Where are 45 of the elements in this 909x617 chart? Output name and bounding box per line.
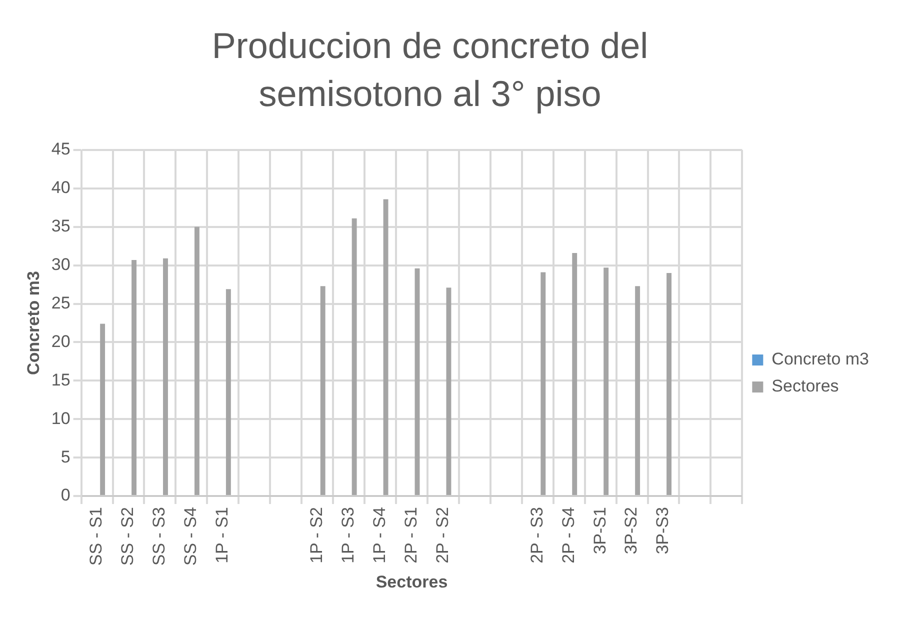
x-tick-label: 3P-S3 [653, 507, 672, 554]
x-axis-title: Sectores [376, 572, 448, 592]
bar [604, 268, 609, 496]
x-tick-label: SS - S4 [181, 507, 200, 566]
y-tick-label: 40 [51, 178, 70, 198]
bar [163, 258, 168, 496]
bar [446, 288, 452, 496]
legend-label: Sectores [772, 376, 839, 396]
bar [540, 272, 546, 496]
bar [100, 324, 106, 496]
x-tick-label: 2P - S4 [558, 507, 578, 564]
bar [132, 260, 136, 496]
x-tick-label: 3P-S2 [622, 507, 641, 554]
x-tick-label: 1P - S4 [370, 507, 389, 564]
x-tick-label: 1P - S2 [307, 507, 326, 564]
y-tick-label: 0 [60, 486, 70, 505]
x-tick-label: 2P - S3 [527, 507, 546, 564]
y-tick-label: 15 [51, 370, 70, 390]
x-tick-label: SS - S2 [118, 507, 138, 566]
y-tick-label: 20 [51, 332, 70, 351]
y-tick-label: 25 [51, 293, 70, 312]
y-tick-label: 5 [60, 447, 70, 466]
x-tick-label: SS - S1 [86, 507, 106, 566]
bar [320, 286, 326, 496]
bar [635, 286, 640, 496]
bar [383, 199, 388, 496]
x-tick-label: SS - S3 [150, 507, 169, 566]
x-tick-label: 2P - S2 [432, 507, 452, 564]
chart-title: Produccion de concreto del semisotono al 3° piso [210, 24, 650, 116]
bar [666, 273, 672, 496]
bar [572, 253, 578, 496]
y-tick-label: 10 [51, 408, 70, 428]
x-tick-label: 1P - S1 [212, 507, 232, 564]
x-tick-label: 3P-S1 [590, 507, 610, 554]
y-tick-label: 45 [51, 140, 70, 159]
bar [352, 218, 357, 496]
bar [194, 226, 200, 496]
x-tick-label: 1P - S3 [338, 507, 358, 564]
x-tick-label: 2P - S1 [401, 507, 420, 564]
bar [226, 289, 231, 496]
y-axis-title: Concreto m3 [24, 271, 43, 375]
y-tick-label: 35 [51, 216, 70, 236]
bar [414, 268, 420, 496]
legend-label: Concreto m3 [772, 350, 870, 369]
y-tick-label: 30 [51, 255, 70, 274]
